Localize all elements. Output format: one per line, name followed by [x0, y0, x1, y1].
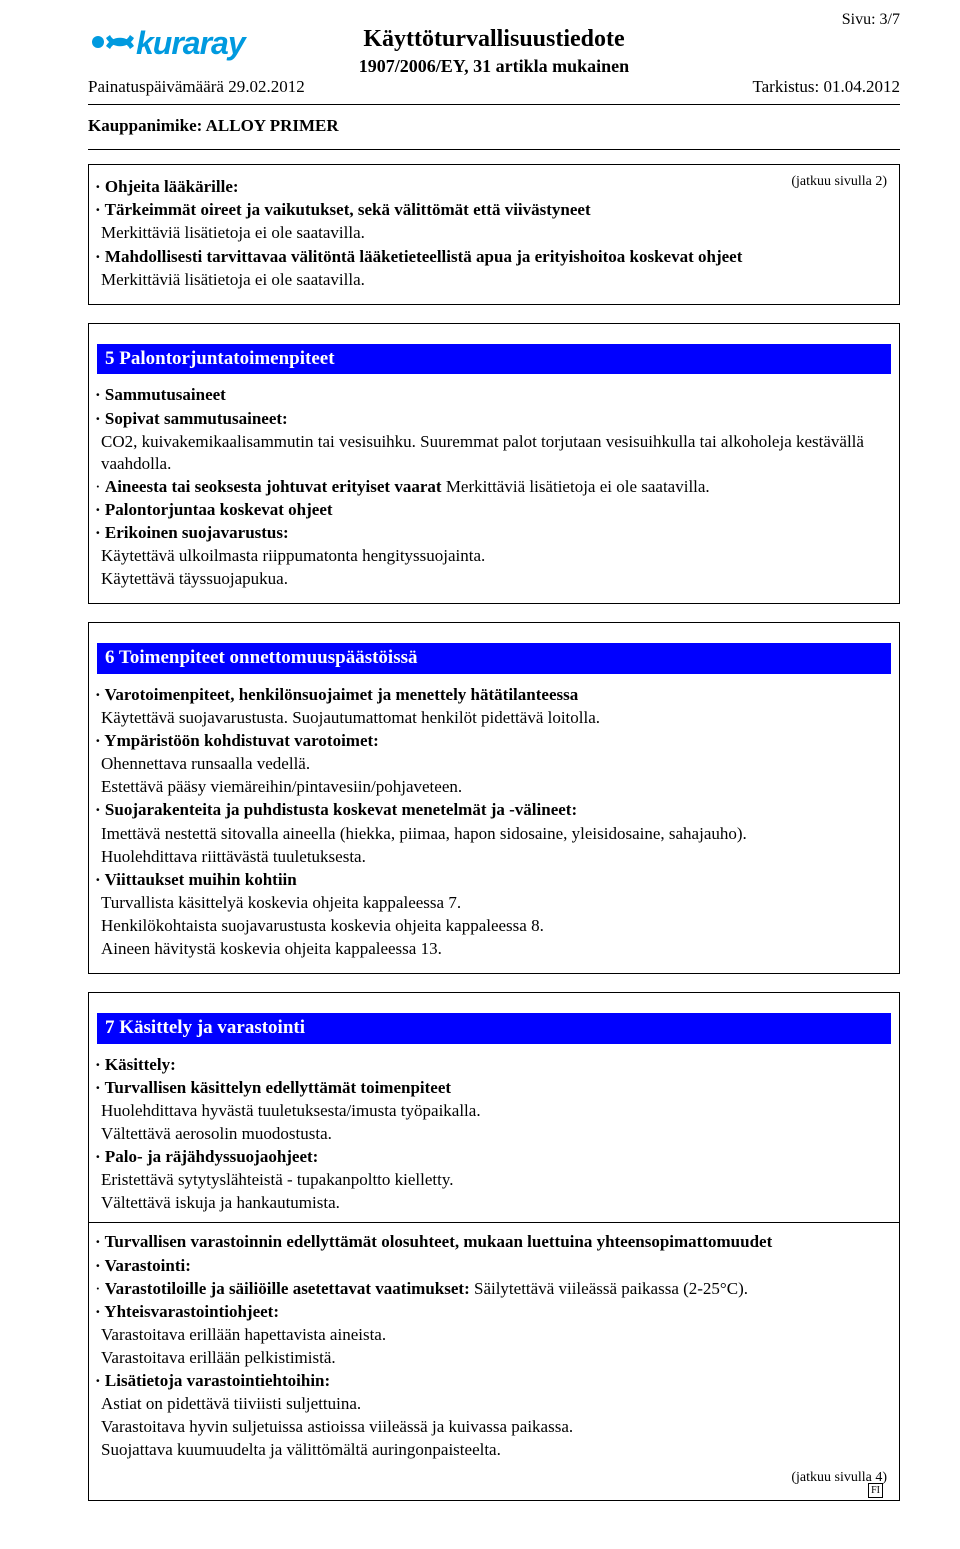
text-line: Turvallista käsittelyä koskevia ohjeita … — [101, 892, 887, 914]
header: kuraray Käyttöturvallisuustiedote 1907/2… — [88, 18, 900, 72]
heading: Sammutusaineet — [101, 384, 887, 406]
section-heading: 5 Palontorjuntatoimenpiteet — [97, 344, 891, 375]
text-line: Käytettävä ulkoilmasta riippumatonta hen… — [101, 545, 887, 567]
text-line: Merkittäviä lisätietoja ei ole saatavill… — [101, 269, 887, 291]
heading-inline: Aineesta tai seoksesta johtuvat erityise… — [101, 476, 887, 498]
heading: Palo- ja räjähdyssuojaohjeet: — [101, 1146, 887, 1168]
heading: Suojarakenteita ja puhdistusta koskevat … — [101, 799, 887, 821]
heading: Sopivat sammutusaineet: — [101, 408, 887, 430]
text-line: Suojattava kuumuudelta ja välittömältä a… — [101, 1439, 887, 1461]
heading: Lisätietoja varastointiehtoihin: — [101, 1370, 887, 1392]
continued-on-label: (jatkuu sivulla 4) — [101, 1469, 887, 1487]
continued-from-label: (jatkuu sivulla 2) — [791, 173, 887, 191]
heading: Ympäristöön kohdistuvat varotoimet: — [101, 730, 887, 752]
section-body: Varotoimenpiteet, henkilönsuojaimet ja m… — [101, 684, 887, 960]
text-line: Ohennettava runsaalla vedellä. — [101, 753, 887, 775]
text-line: Henkilökohtaista suojavarustusta koskevi… — [101, 915, 887, 937]
heading: Mahdollisesti tarvittavaa välitöntä lääk… — [101, 246, 887, 268]
text-line: Käytettävä suojavarustusta. Suojautumatt… — [101, 707, 887, 729]
heading: Tärkeimmät oireet ja vaikutukset, sekä v… — [101, 199, 887, 221]
text-line: Huolehdittava hyvästä tuuletuksesta/imus… — [101, 1100, 887, 1122]
text-line: Merkittäviä lisätietoja ei ole saatavill… — [101, 222, 887, 244]
section-5-box: 5 Palontorjuntatoimenpiteet Sammutusaine… — [88, 323, 900, 605]
text-line: Estettävä pääsy viemäreihin/pintavesiin/… — [101, 776, 887, 798]
section-6-box: 6 Toimenpiteet onnettomuuspäästöissä Var… — [88, 622, 900, 974]
heading: Turvallisen varastoinnin edellyttämät ol… — [101, 1231, 887, 1253]
text-line: Varastoitava hyvin suljetuissa astioissa… — [101, 1416, 887, 1438]
text-line: Astiat on pidettävä tiiviisti suljettuin… — [101, 1393, 887, 1415]
heading: Ohjeita lääkärille: — [101, 176, 887, 198]
title-block: Käyttöturvallisuustiedote 1907/2006/EY, … — [88, 24, 900, 79]
text-line: Varastoitava erillään hapettavista ainei… — [101, 1324, 887, 1346]
heading-inline: Varastotiloille ja säiliöille asetettava… — [101, 1278, 887, 1300]
heading: Erikoinen suojavarustus: — [101, 522, 887, 544]
section-7-box: 7 Käsittely ja varastointi Käsittely: Tu… — [88, 992, 900, 1500]
heading: Käsittely: — [101, 1054, 887, 1076]
page: Sivu: 3/7 kuraray Käyttöturvallisuustied… — [0, 0, 960, 1549]
box-continued: (jatkuu sivulla 2) Ohjeita lääkärille: T… — [88, 164, 900, 304]
text-line: CO2, kuivakemikaalisammutin tai vesisuih… — [101, 431, 887, 475]
heading-span: Aineesta tai seoksesta johtuvat erityise… — [105, 477, 442, 496]
section-heading: 6 Toimenpiteet onnettomuuspäästöissä — [97, 643, 891, 674]
text-line: Vältettävä aerosolin muodostusta. — [101, 1123, 887, 1145]
doc-subtitle: 1907/2006/EY, 31 artikla mukainen — [88, 55, 900, 78]
section-body: Käsittely: Turvallisen käsittelyn edelly… — [101, 1054, 887, 1462]
text-line: Aineen hävitystä koskevia ohjeita kappal… — [101, 938, 887, 960]
heading: Turvallisen käsittelyn edellyttämät toim… — [101, 1077, 887, 1099]
doc-title: Käyttöturvallisuustiedote — [88, 24, 900, 55]
box-body: Ohjeita lääkärille: Tärkeimmät oireet ja… — [101, 176, 887, 290]
fi-mark: FI — [868, 1483, 883, 1498]
heading: Yhteisvarastointiohjeet: — [101, 1301, 887, 1323]
text-line: Varastoitava erillään pelkistimistä. — [101, 1347, 887, 1369]
inline-text: Säilytettävä viileässä paikassa (2-25°C)… — [470, 1279, 748, 1298]
heading: Palontorjuntaa koskevat ohjeet — [101, 499, 887, 521]
text-line: Imettävä nestettä sitovalla aineella (hi… — [101, 823, 887, 845]
text-line: Huolehdittava riittävästä tuuletuksesta. — [101, 846, 887, 868]
print-date: Painatuspäivämäärä 29.02.2012 — [88, 76, 305, 98]
section-heading: 7 Käsittely ja varastointi — [97, 1013, 891, 1044]
text-line: Eristettävä sytytyslähteistä - tupakanpo… — [101, 1169, 887, 1191]
dates-row: Painatuspäivämäärä 29.02.2012 Tarkistus:… — [88, 76, 900, 98]
trade-name: Kauppanimike: ALLOY PRIMER — [88, 115, 900, 137]
heading-span: Varastotiloille ja säiliöille asetettava… — [105, 1279, 470, 1298]
inline-text: Merkittäviä lisätietoja ei ole saatavill… — [442, 477, 710, 496]
text-line: Vältettävä iskuja ja hankautumista. — [101, 1192, 887, 1214]
text-line: Käytettävä täyssuojapukua. — [101, 568, 887, 590]
section-body: Sammutusaineet Sopivat sammutusaineet: C… — [101, 384, 887, 590]
heading: Viittaukset muihin kohtiin — [101, 869, 887, 891]
revision-date: Tarkistus: 01.04.2012 — [752, 76, 900, 98]
heading: Varastointi: — [101, 1255, 887, 1277]
heading: Varotoimenpiteet, henkilönsuojaimet ja m… — [101, 684, 887, 706]
